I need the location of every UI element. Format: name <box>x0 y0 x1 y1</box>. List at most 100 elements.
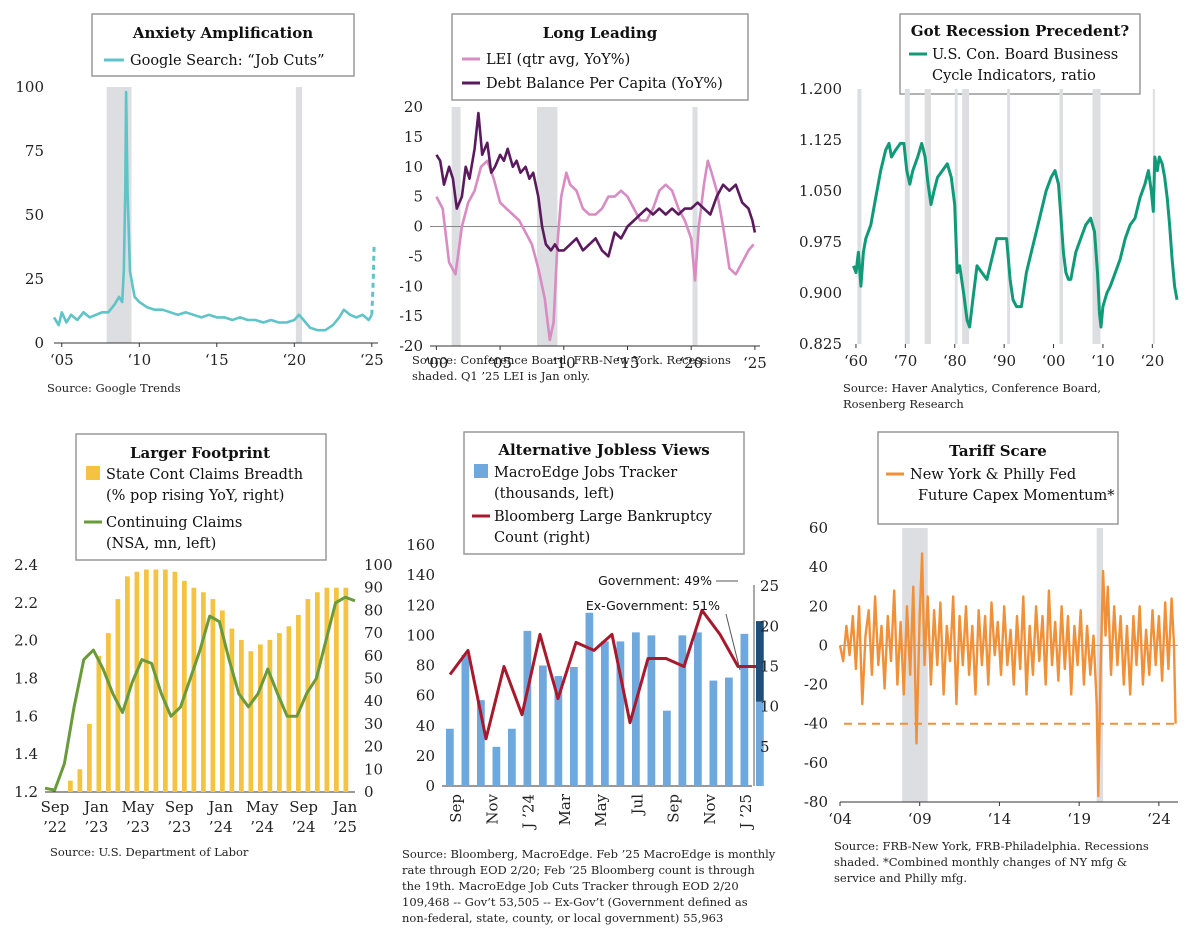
x-tick-label: ’22 <box>43 818 67 836</box>
series-line-bankruptcy-count <box>448 608 756 741</box>
legend-label: Count (right) <box>494 530 590 546</box>
y-tick-label: 1.200 <box>800 80 842 98</box>
x-tick-label: ‘20 <box>1140 352 1164 370</box>
x-tick-label: May <box>121 798 154 816</box>
legend-label: LEI (qtr avg, YoY%) <box>486 52 630 68</box>
chart-source: service and Philly mfg. <box>834 871 967 885</box>
y-tick-label: 0 <box>34 334 44 352</box>
legend-label: State Cont Claims Breadth <box>106 467 303 483</box>
recession-band <box>295 87 303 343</box>
bar-jobs-tracker <box>647 635 656 786</box>
chart-title: Alternative Jobless Views <box>497 441 709 459</box>
y-right-tick-label: 30 <box>364 715 383 733</box>
chart-title: Tariff Scare <box>949 442 1047 460</box>
bar-breadth <box>68 780 73 792</box>
x-tick-label: Sep <box>447 794 465 823</box>
legend-label: Future Capex Momentum* <box>918 488 1115 504</box>
recession-band <box>924 89 932 344</box>
chart-source: rate through EOD 2/20; Feb ’25 Bloomberg… <box>402 863 755 877</box>
chart-recession-precedent: Got Recession Precedent? U.S. Con. Board… <box>800 13 1179 411</box>
y-tick-label: -80 <box>804 793 828 811</box>
chart-source: Source: FRB-New York, FRB-Philadelphia. … <box>834 839 1149 853</box>
y-tick-label: 15 <box>404 128 423 146</box>
chart-anxiety-amplification: Anxiety Amplification Google Search: “Jo… <box>15 13 384 395</box>
chart-source: Source: U.S. Department of Labor <box>50 845 249 859</box>
x-tick-label: Jan <box>82 798 109 816</box>
bar-breadth <box>163 569 168 792</box>
bar-breadth <box>248 651 254 792</box>
recession-band <box>1092 89 1101 344</box>
y-tick-label: 0 <box>818 636 828 654</box>
x-tick-label: May <box>592 793 610 826</box>
x-tick-label: ‘10 <box>127 351 151 369</box>
recession-band <box>962 89 970 344</box>
legend-label: Google Search: “Job Cuts” <box>130 53 325 69</box>
bar-breadth <box>305 599 311 792</box>
y-left-tick-label: 1.2 <box>14 783 38 801</box>
bar-jobs-tracker <box>539 665 547 786</box>
y-left-tick-label: 1.6 <box>14 707 38 725</box>
bar-jobs-tracker <box>508 728 516 786</box>
y-left-tick-label: 40 <box>416 717 435 735</box>
y-left-tick-label: 160 <box>406 536 435 554</box>
chart-tariff-scare: Tariff Scare New York & Philly Fed Futur… <box>804 431 1178 885</box>
chart-source: the 19th. MacroEdge Job Cuts Tracker thr… <box>402 879 739 893</box>
chart-source: shaded. *Combined monthly changes of NY … <box>834 855 1127 869</box>
bar-breadth <box>125 576 130 792</box>
projection-line <box>370 245 376 315</box>
bar-breadth <box>144 569 149 792</box>
bar-breadth <box>115 599 121 792</box>
bar-breadth <box>277 633 282 792</box>
x-tick-label: Sep <box>41 798 70 816</box>
y-left-tick-label: 60 <box>416 687 435 705</box>
x-tick-label: ‘05 <box>50 351 74 369</box>
bar-breadth <box>229 628 235 792</box>
legend-label: Debt Balance Per Capita (YoY%) <box>486 76 723 92</box>
x-tick-label: ‘04 <box>828 810 852 828</box>
x-tick-label: ‘60 <box>844 352 868 370</box>
x-tick-label: J ’24 <box>520 794 538 831</box>
legend-label: Bloomberg Large Bankruptcy <box>494 509 713 525</box>
series-line-job-cuts <box>52 90 373 332</box>
chart-source: Source: Conference Board, FRB-New York. … <box>412 353 731 367</box>
y-right-tick-label: 40 <box>364 692 383 710</box>
legend-label: (% pop rising YoY, right) <box>106 488 284 504</box>
x-tick-label: ‘15 <box>205 351 229 369</box>
series-line-bci-ratio <box>852 141 1179 329</box>
series-line-debt-balance <box>435 111 757 258</box>
bar-breadth <box>87 723 92 792</box>
legend-label: (thousands, left) <box>494 486 614 502</box>
chart-source: Rosenberg Research <box>843 397 964 411</box>
x-tick-label: Sep <box>165 798 194 816</box>
chart-long-leading: Long Leading LEI (qtr avg, YoY%) Debt Ba… <box>400 13 767 383</box>
y-tick-label: 40 <box>809 558 828 576</box>
y-tick-label: 75 <box>25 142 44 160</box>
y-right-tick-label: 10 <box>760 698 779 716</box>
bar-jobs-tracker <box>678 635 687 786</box>
y-right-tick-label: 70 <box>364 624 383 642</box>
y-left-tick-label: 20 <box>416 747 435 765</box>
x-tick-label: ’23 <box>84 818 108 836</box>
x-tick-label: ’25 <box>333 818 357 836</box>
y-right-tick-label: 20 <box>760 617 779 635</box>
legend-label: Cycle Indicators, ratio <box>932 68 1096 84</box>
y-tick-label: 50 <box>25 206 44 224</box>
x-tick-label: Nov <box>701 793 719 824</box>
y-tick-label: -20 <box>400 337 423 355</box>
y-tick-label: -60 <box>804 754 828 772</box>
x-tick-label: ‘70 <box>893 352 917 370</box>
x-tick-label: Jul <box>628 794 646 817</box>
y-right-tick-label: 100 <box>364 556 393 574</box>
y-left-tick-label: 2.2 <box>14 594 38 612</box>
y-right-tick-label: 0 <box>364 783 374 801</box>
y-tick-label: 0 <box>413 218 423 236</box>
recession-band <box>904 89 910 344</box>
y-right-tick-label: 50 <box>364 670 383 688</box>
x-tick-label: ‘05 <box>488 354 512 372</box>
x-tick-label: ‘25 <box>743 354 767 372</box>
y-right-tick-label: 20 <box>364 738 383 756</box>
x-tick-label: May <box>246 798 279 816</box>
bar-jobs-tracker <box>523 630 532 786</box>
bar-breadth <box>106 633 111 792</box>
x-tick-label: ‘15 <box>616 354 640 372</box>
